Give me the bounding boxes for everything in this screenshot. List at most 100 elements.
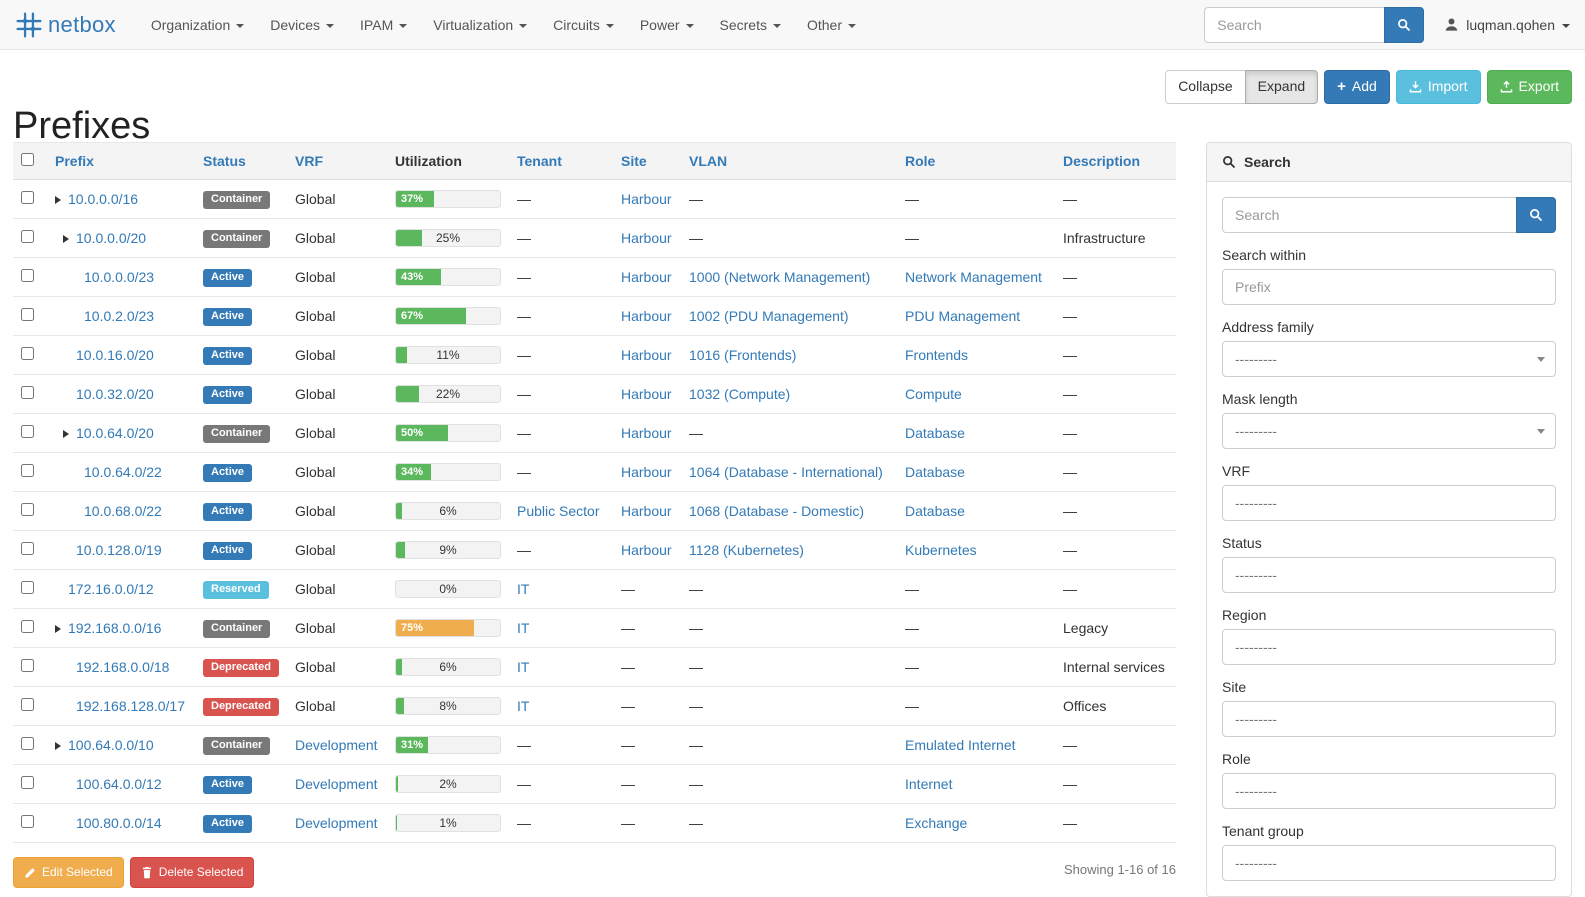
vrf-link[interactable]: Development: [295, 737, 378, 753]
prefix-link[interactable]: 10.0.128.0/19: [76, 542, 162, 558]
tenant-link[interactable]: IT: [517, 659, 530, 675]
tenant-link[interactable]: IT: [517, 698, 530, 714]
site-link[interactable]: Harbour: [621, 386, 672, 402]
role-link[interactable]: PDU Management: [905, 308, 1021, 324]
row-checkbox[interactable]: [21, 581, 34, 594]
nav-menu-virtualization[interactable]: Virtualization: [420, 0, 540, 49]
role-link[interactable]: Kubernetes: [905, 542, 977, 558]
vrf-link[interactable]: Development: [295, 815, 378, 831]
site-link[interactable]: Harbour: [621, 308, 672, 324]
prefix-link[interactable]: 192.168.0.0/16: [68, 620, 162, 636]
nav-menu-power[interactable]: Power: [627, 0, 707, 49]
row-checkbox[interactable]: [21, 542, 34, 555]
filter-select-vrf[interactable]: ---------: [1222, 485, 1556, 521]
column-header-vrf[interactable]: VRF: [287, 142, 387, 180]
prefix-link[interactable]: 10.0.32.0/20: [76, 386, 154, 402]
row-checkbox[interactable]: [21, 269, 34, 282]
prefix-link[interactable]: 192.168.128.0/17: [76, 698, 185, 714]
expand-button[interactable]: Expand: [1244, 70, 1319, 104]
role-link[interactable]: Exchange: [905, 815, 968, 831]
row-checkbox[interactable]: [21, 464, 34, 477]
prefix-link[interactable]: 172.16.0.0/12: [68, 581, 154, 597]
vlan-link[interactable]: 1000 (Network Management): [689, 269, 871, 285]
prefix-link[interactable]: 10.0.0.0/16: [68, 191, 139, 207]
row-checkbox[interactable]: [21, 386, 34, 399]
tenant-link[interactable]: IT: [517, 581, 530, 597]
site-link[interactable]: Harbour: [621, 542, 672, 558]
vrf-link[interactable]: Development: [295, 776, 378, 792]
vlan-link[interactable]: 1068 (Database - Domestic): [689, 503, 865, 519]
prefix-link[interactable]: 10.0.2.0/23: [84, 308, 155, 324]
filter-select-mask-length[interactable]: ---------: [1222, 413, 1556, 449]
row-checkbox[interactable]: [21, 698, 34, 711]
nav-menu-devices[interactable]: Devices: [257, 0, 347, 49]
row-checkbox[interactable]: [21, 776, 34, 789]
filter-select-address-family[interactable]: ---------: [1222, 341, 1556, 377]
nav-menu-ipam[interactable]: IPAM: [347, 0, 420, 49]
site-link[interactable]: Harbour: [621, 230, 672, 246]
row-checkbox[interactable]: [21, 737, 34, 750]
nav-menu-secrets[interactable]: Secrets: [707, 0, 794, 49]
export-button[interactable]: Export: [1486, 70, 1572, 104]
site-link[interactable]: Harbour: [621, 464, 672, 480]
row-checkbox[interactable]: [21, 230, 34, 243]
tenant-link[interactable]: IT: [517, 620, 530, 636]
netbox-logo[interactable]: netbox: [15, 11, 116, 39]
filter-input-search-within[interactable]: [1222, 269, 1556, 305]
prefix-link[interactable]: 10.0.16.0/20: [76, 347, 154, 363]
role-link[interactable]: Database: [905, 503, 965, 519]
site-link[interactable]: Harbour: [621, 347, 672, 363]
row-checkbox[interactable]: [21, 425, 34, 438]
prefix-link[interactable]: 100.80.0.0/14: [76, 815, 162, 831]
filter-select-role[interactable]: ---------: [1222, 773, 1556, 809]
select-all-checkbox[interactable]: [21, 153, 34, 166]
filter-select-status[interactable]: ---------: [1222, 557, 1556, 593]
navbar-search-button[interactable]: [1384, 6, 1425, 43]
nav-menu-organization[interactable]: Organization: [138, 0, 257, 49]
site-link[interactable]: Harbour: [621, 425, 672, 441]
row-checkbox[interactable]: [21, 620, 34, 633]
site-link[interactable]: Harbour: [621, 503, 672, 519]
role-link[interactable]: Frontends: [905, 347, 969, 363]
filter-select-tenant-group[interactable]: ---------: [1222, 845, 1556, 881]
prefix-link[interactable]: 192.168.0.0/18: [76, 659, 170, 675]
row-checkbox[interactable]: [21, 308, 34, 321]
filter-search-input[interactable]: [1222, 197, 1516, 233]
prefix-link[interactable]: 10.0.64.0/22: [84, 464, 162, 480]
nav-menu-other[interactable]: Other: [794, 0, 869, 49]
prefix-link[interactable]: 10.0.68.0/22: [84, 503, 162, 519]
vlan-link[interactable]: 1128 (Kubernetes): [689, 542, 804, 558]
import-button[interactable]: Import: [1395, 70, 1481, 104]
row-checkbox[interactable]: [21, 191, 34, 204]
prefix-link[interactable]: 100.64.0.0/12: [76, 776, 162, 792]
column-header-site[interactable]: Site: [613, 142, 681, 180]
filter-select-region[interactable]: ---------: [1222, 629, 1556, 665]
vlan-link[interactable]: 1016 (Frontends): [689, 347, 797, 363]
edit-selected-button[interactable]: Edit Selected: [13, 857, 124, 889]
vlan-link[interactable]: 1064 (Database - International): [689, 464, 883, 480]
column-header-vlan[interactable]: VLAN: [681, 142, 897, 180]
prefix-link[interactable]: 10.0.64.0/20: [76, 425, 154, 441]
navbar-search-input[interactable]: [1204, 6, 1385, 43]
row-checkbox[interactable]: [21, 659, 34, 672]
prefix-link[interactable]: 10.0.0.0/20: [76, 230, 147, 246]
add-button[interactable]: + Add: [1324, 70, 1390, 104]
role-link[interactable]: Database: [905, 464, 965, 480]
role-link[interactable]: Compute: [905, 386, 962, 402]
column-header-prefix[interactable]: Prefix: [47, 142, 195, 180]
filter-search-button[interactable]: [1516, 197, 1556, 233]
site-link[interactable]: Harbour: [621, 191, 672, 207]
role-link[interactable]: Database: [905, 425, 965, 441]
column-header-tenant[interactable]: Tenant: [509, 142, 613, 180]
delete-selected-button[interactable]: Delete Selected: [129, 857, 255, 889]
role-link[interactable]: Emulated Internet: [905, 737, 1016, 753]
role-link[interactable]: Internet: [905, 776, 953, 792]
row-checkbox[interactable]: [21, 815, 34, 828]
role-link[interactable]: Network Management: [905, 269, 1042, 285]
site-link[interactable]: Harbour: [621, 269, 672, 285]
vlan-link[interactable]: 1032 (Compute): [689, 386, 791, 402]
prefix-link[interactable]: 100.64.0.0/10: [68, 737, 154, 753]
user-menu[interactable]: luqman.qohen: [1444, 17, 1570, 33]
prefix-link[interactable]: 10.0.0.0/23: [84, 269, 155, 285]
column-header-status[interactable]: Status: [195, 142, 287, 180]
